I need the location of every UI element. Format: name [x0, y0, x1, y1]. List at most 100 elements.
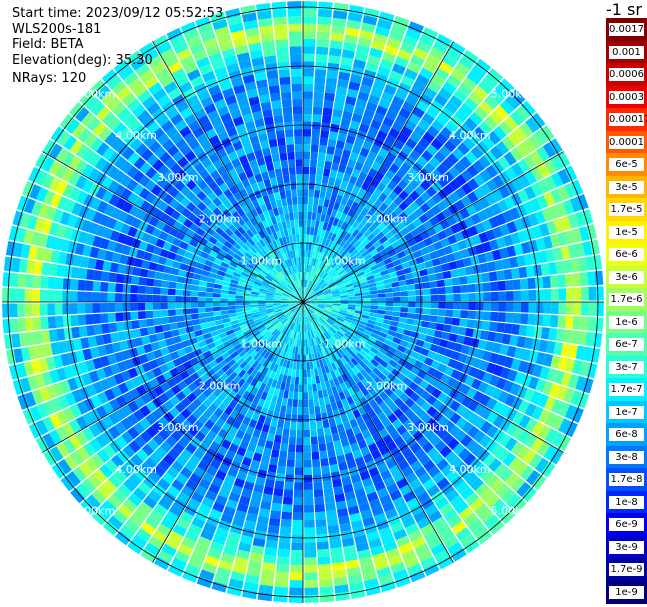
beta-cell — [207, 403, 218, 414]
beta-cell — [102, 227, 114, 240]
range-ring-label: 4.00km — [449, 463, 491, 476]
beta-cell — [276, 365, 283, 374]
beta-cell — [230, 319, 239, 326]
beta-cell — [443, 420, 455, 433]
beta-cell — [296, 308, 301, 317]
beta-cell — [301, 302, 303, 310]
beta-cell — [157, 478, 171, 491]
beta-cell — [196, 353, 206, 363]
beta-cell — [351, 113, 363, 123]
range-ring-label: 3.00km — [407, 421, 449, 434]
beta-cell — [343, 41, 357, 52]
beta-cell — [200, 345, 210, 354]
range-ring-label: 3.00km — [157, 421, 199, 434]
beta-cell — [394, 264, 403, 272]
beta-cell — [363, 229, 372, 238]
beta-cell — [252, 452, 263, 462]
beta-cell — [265, 300, 273, 302]
beta-cell — [321, 333, 328, 341]
beta-cell — [300, 347, 303, 355]
beta-cell — [533, 264, 543, 277]
beta-cell — [47, 303, 56, 316]
beta-cell — [303, 407, 309, 415]
beta-cell — [312, 391, 319, 400]
beta-cell — [139, 327, 149, 337]
beta-cell — [212, 293, 221, 298]
beta-cell — [281, 99, 292, 108]
beta-cell — [535, 237, 546, 251]
beta-cell — [275, 571, 289, 580]
beta-cell — [388, 554, 403, 567]
beta-cell — [383, 338, 393, 346]
beta-cell — [478, 360, 490, 372]
beta-cell — [289, 337, 294, 346]
beta-cell — [233, 253, 242, 262]
beta-cell — [176, 276, 186, 284]
beta-cell — [378, 248, 388, 257]
beta-cell — [248, 419, 258, 429]
beta-cell — [86, 325, 95, 337]
beta-cell — [384, 44, 399, 56]
beta-cell — [295, 159, 303, 167]
beta-cell — [406, 371, 417, 382]
beta-cell — [253, 318, 262, 324]
beta-cell — [308, 280, 313, 289]
beta-cell — [445, 309, 454, 317]
beta-cell — [295, 346, 299, 355]
beta-cell — [361, 314, 370, 320]
beta-cell — [310, 257, 315, 266]
beta-cell — [101, 111, 116, 126]
beta-cell — [273, 307, 282, 312]
beta-cell — [393, 206, 404, 216]
beta-cell — [107, 282, 116, 293]
beta-cell — [531, 338, 541, 351]
beta-cell — [158, 428, 171, 441]
beta-cell — [455, 187, 467, 199]
beta-cell — [527, 277, 536, 290]
beta-cell — [187, 425, 199, 437]
beta-cell — [211, 334, 221, 342]
beta-cell — [22, 181, 35, 197]
beta-cell — [304, 534, 316, 543]
beta-cell — [318, 327, 324, 335]
beta-cell — [509, 382, 521, 396]
beta-cell — [317, 548, 330, 558]
beta-cell — [237, 387, 246, 397]
beta-cell — [333, 377, 340, 387]
beta-cell — [304, 331, 307, 340]
beta-cell — [550, 314, 559, 328]
beta-cell — [374, 208, 384, 218]
beta-cell — [377, 65, 391, 77]
beta-cell — [549, 138, 563, 154]
beta-cell — [306, 331, 309, 340]
beta-cell — [150, 253, 160, 264]
beta-cell — [524, 227, 536, 241]
beta-cell — [543, 191, 556, 207]
beta-cell — [153, 503, 168, 517]
beta-cell — [173, 374, 184, 384]
beta-cell — [295, 226, 300, 235]
beta-cell — [361, 115, 373, 127]
beta-cell — [287, 368, 293, 377]
beta-cell — [381, 342, 391, 351]
beta-cell — [348, 302, 356, 305]
beta-cell — [298, 211, 303, 220]
beta-cell — [117, 331, 127, 342]
beta-cell — [368, 466, 380, 478]
beta-cell — [40, 275, 49, 289]
beta-cell — [114, 242, 124, 254]
beta-cell — [303, 98, 313, 107]
beta-cell — [458, 447, 471, 461]
beta-cell — [378, 11, 395, 23]
beta-cell — [139, 417, 152, 430]
beta-cell — [189, 357, 199, 366]
beta-cell — [318, 335, 324, 344]
beta-cell — [291, 542, 303, 551]
beta-cell — [344, 362, 352, 372]
beta-cell — [295, 331, 299, 340]
beta-cell — [303, 189, 309, 197]
beta-cell — [116, 232, 128, 244]
beta-cell — [128, 205, 140, 217]
beta-cell — [471, 378, 482, 390]
beta-cell — [95, 405, 108, 419]
